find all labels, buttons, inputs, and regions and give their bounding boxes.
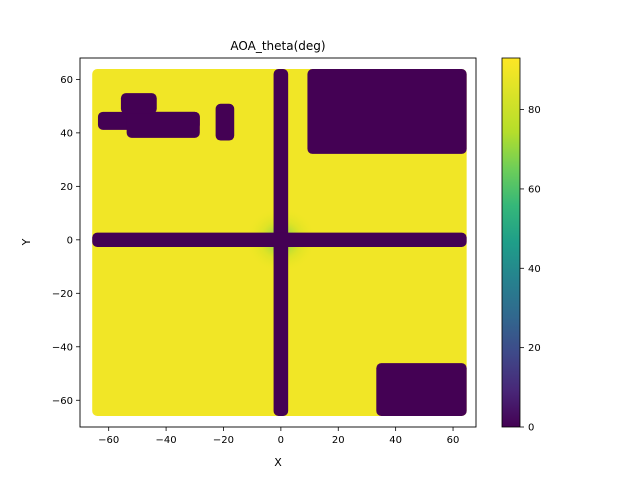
y-axis-label: Y [20,238,33,246]
x-tick-label: −20 [213,435,234,446]
plot-frame [79,57,477,428]
y-tick-label: −40 [52,342,73,353]
region-bottom-right-block [376,363,467,416]
x-tick-label: −60 [98,435,119,446]
region-top-left-column [215,103,235,141]
y-tick-label: 40 [60,128,73,139]
region-top-right-block [307,69,467,154]
x-tick-label: 60 [447,435,460,446]
x-axis-label: X [274,456,282,469]
colorbar-tick-label: 20 [528,343,541,354]
region-horizontal-line [92,232,467,247]
x-tick-label: −40 [156,435,177,446]
colorbar-tick-label: 40 [528,264,541,275]
y-tick-label: 60 [60,75,73,86]
colorbar-tick-label: 60 [528,184,541,195]
x-tick-label: 40 [389,435,402,446]
y-tick-label: 0 [67,235,73,246]
colorbar [501,57,521,428]
x-axis: −60 −40 −20 0 20 40 60 [98,427,459,446]
plot-area [92,69,467,416]
colorbar-tick-label: 0 [528,423,534,434]
x-tick-label: 20 [332,435,345,446]
y-axis: −60 −40 −20 0 20 40 60 [52,75,80,407]
colorbar-ticks: 0 20 40 60 80 [520,105,541,434]
region-top-left-small-block [120,93,157,114]
x-tick-label: 0 [278,435,284,446]
region-top-left-block [126,111,200,138]
colorbar-tick-label: 80 [528,105,541,116]
chart-title: AOA_theta(deg) [230,39,325,53]
y-tick-label: 20 [60,182,73,193]
y-tick-label: −60 [52,396,73,407]
y-tick-label: −20 [52,289,73,300]
